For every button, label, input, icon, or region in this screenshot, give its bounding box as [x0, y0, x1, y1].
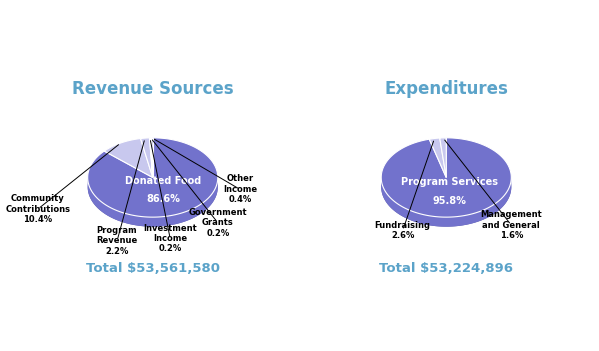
Text: Program
Revenue
2.2%: Program Revenue 2.2% [96, 226, 138, 256]
Polygon shape [440, 138, 446, 178]
Polygon shape [151, 138, 153, 178]
Text: Government
Grants
0.2%: Government Grants 0.2% [189, 208, 247, 238]
Text: Program Services: Program Services [401, 177, 498, 187]
Text: 95.8%: 95.8% [432, 196, 467, 206]
Polygon shape [150, 147, 153, 187]
Polygon shape [151, 147, 153, 187]
Text: Investment
Income
0.2%: Investment Income 0.2% [143, 224, 197, 253]
Polygon shape [150, 138, 153, 178]
Polygon shape [150, 138, 153, 178]
Polygon shape [141, 147, 153, 187]
Polygon shape [87, 177, 218, 227]
Text: Management
and General
1.6%: Management and General 1.6% [480, 210, 542, 240]
Polygon shape [141, 138, 153, 178]
Polygon shape [440, 147, 446, 187]
Text: Fundraising
2.6%: Fundraising 2.6% [374, 221, 431, 240]
Text: Revenue Sources: Revenue Sources [72, 80, 234, 98]
Polygon shape [429, 138, 446, 178]
Polygon shape [150, 147, 153, 187]
Text: Other
Income
0.4%: Other Income 0.4% [223, 174, 257, 204]
Polygon shape [429, 147, 446, 187]
Text: Total $53,224,896: Total $53,224,896 [379, 262, 513, 275]
Polygon shape [87, 147, 218, 227]
Polygon shape [104, 148, 153, 187]
Polygon shape [104, 139, 153, 178]
Text: Donated Food: Donated Food [125, 176, 201, 186]
Text: Expenditures: Expenditures [385, 80, 508, 98]
Text: Total $53,561,580: Total $53,561,580 [86, 262, 220, 275]
Polygon shape [381, 177, 512, 227]
Polygon shape [381, 147, 512, 227]
Polygon shape [87, 138, 218, 217]
Polygon shape [381, 138, 512, 217]
Text: Community
Contributions
10.4%: Community Contributions 10.4% [5, 194, 70, 224]
Text: 86.6%: 86.6% [146, 194, 180, 204]
